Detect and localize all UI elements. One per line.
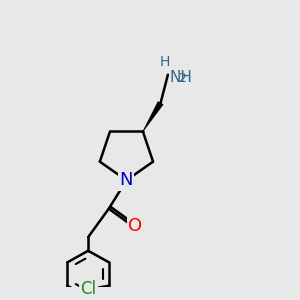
Text: H: H — [160, 55, 170, 69]
Text: Cl: Cl — [80, 280, 97, 298]
Polygon shape — [143, 102, 163, 131]
Text: 2: 2 — [178, 72, 186, 85]
Text: N: N — [120, 171, 133, 189]
Text: NH: NH — [169, 70, 192, 85]
Text: O: O — [128, 217, 142, 235]
